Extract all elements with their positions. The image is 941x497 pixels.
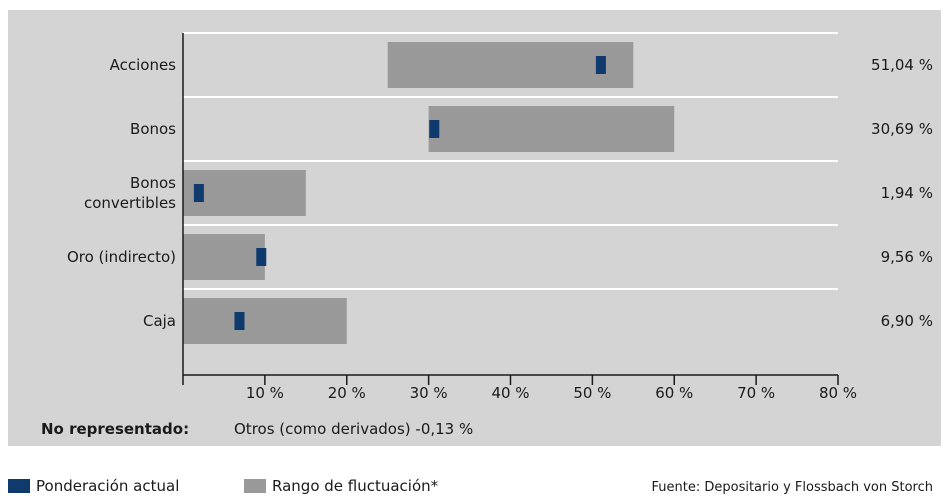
category-label: Acciones <box>110 56 177 74</box>
legend-label-range: Rango de fluctuación* <box>272 477 439 495</box>
range-bar <box>183 234 265 280</box>
not-represented-note: No representado: Otros (como derivados) -… <box>41 420 473 438</box>
current-weight-marker <box>193 184 204 202</box>
category-label: Caja <box>143 312 176 330</box>
x-tick-label: 80 % <box>819 384 857 402</box>
chart-panel: Acciones 51,04 % Bonos 30,69 % Bonos converti… <box>8 10 941 446</box>
source-note: Fuente: Depositario y Flossbach von Stor… <box>651 480 933 495</box>
value-label: 51,04 % <box>871 56 933 74</box>
x-tick-label: 20 % <box>328 384 366 402</box>
range-bar <box>183 298 347 344</box>
x-tick-label: 40 % <box>491 384 529 402</box>
value-label: 1,94 % <box>881 184 933 202</box>
allocation-chart: Acciones 51,04 % Bonos 30,69 % Bonos converti… <box>67 32 933 402</box>
value-label: 6,90 % <box>881 312 933 330</box>
x-tick-label: 10 % <box>246 384 284 402</box>
x-tick-label: 60 % <box>655 384 693 402</box>
note-text: Otros (como derivados) -0,13 % <box>234 420 474 438</box>
legend-swatch-range <box>244 479 266 493</box>
value-label: 9,56 % <box>881 248 933 266</box>
category-label: Oro (indirecto) <box>67 248 176 266</box>
category-label: Bonos <box>130 120 176 138</box>
current-weight-marker <box>256 248 267 266</box>
current-weight-marker <box>234 312 245 330</box>
x-tick-label: 30 % <box>410 384 448 402</box>
x-tick-label: 70 % <box>737 384 775 402</box>
current-weight-marker <box>429 120 440 138</box>
current-weight-marker <box>595 56 606 74</box>
note-label: No representado: <box>41 420 190 438</box>
legend: Ponderación actual Rango de fluctuación*… <box>0 477 941 497</box>
legend-item-current: Ponderación actual <box>8 477 179 495</box>
legend-swatch-current <box>8 479 30 493</box>
x-tick-label: 50 % <box>573 384 611 402</box>
category-label: Bonos convertibles <box>84 174 176 212</box>
range-bar <box>387 42 634 88</box>
range-bar <box>428 106 675 152</box>
legend-label-current: Ponderación actual <box>36 477 180 495</box>
legend-item-range: Rango de fluctuación* <box>244 477 438 495</box>
value-label: 30,69 % <box>871 120 933 138</box>
